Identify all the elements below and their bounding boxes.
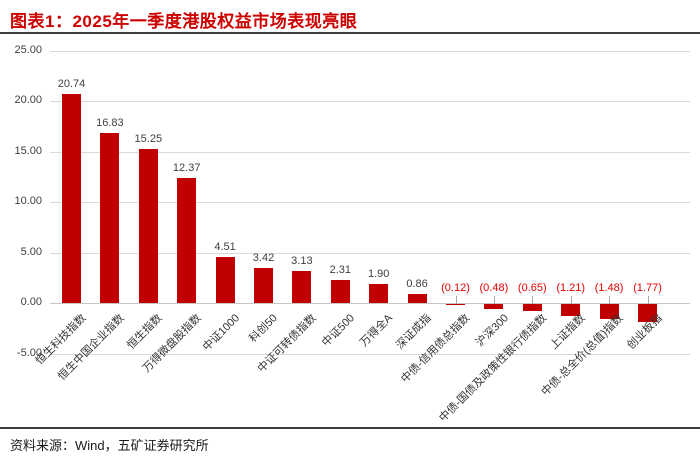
data-label: 12.37 xyxy=(172,162,201,175)
x-axis-category-label: 中证500 xyxy=(319,312,357,350)
y-axis-tick-label: 25.00 xyxy=(14,43,42,56)
gridline xyxy=(50,252,690,254)
data-label: 4.51 xyxy=(214,241,236,254)
zero-gridline xyxy=(50,303,690,304)
data-label: 20.74 xyxy=(57,77,86,90)
data-label-negative: (0.65) xyxy=(517,282,547,294)
bar-3 xyxy=(138,148,158,303)
bar-12 xyxy=(484,304,504,309)
bar-10 xyxy=(407,294,427,303)
gridline xyxy=(50,353,690,355)
data-label: 3.42 xyxy=(252,252,275,265)
y-axis-tick-label: -5.00 xyxy=(16,346,42,359)
bar-7 xyxy=(292,271,312,303)
x-axis-category-label: 中证1000 xyxy=(200,312,242,354)
negative-label-leader-line xyxy=(455,296,457,305)
footer-divider xyxy=(0,427,700,429)
data-label-negative: (0.48) xyxy=(479,282,509,294)
bar-4 xyxy=(177,178,197,303)
bar-16 xyxy=(638,304,657,322)
x-axis-category-label: 恒生中国企业指数 xyxy=(55,312,127,383)
data-label-negative: (1.21) xyxy=(556,282,586,294)
y-axis-tick-label: 5.00 xyxy=(20,245,42,258)
data-label: 2.31 xyxy=(329,263,351,276)
data-label: 16.83 xyxy=(96,117,124,130)
negative-label-leader-line xyxy=(493,296,495,308)
data-label: 0.86 xyxy=(406,278,428,291)
bar-13 xyxy=(522,304,542,311)
bar-11 xyxy=(446,304,465,306)
gridline xyxy=(50,50,690,52)
data-label-negative: (1.48) xyxy=(594,282,624,294)
bar-1 xyxy=(62,93,81,303)
gridline xyxy=(50,101,690,102)
bar-6 xyxy=(254,268,273,303)
negative-label-leader-line xyxy=(532,296,534,310)
data-label: 15.25 xyxy=(134,132,163,145)
data-label: 3.13 xyxy=(291,255,313,268)
bar-15 xyxy=(599,304,619,319)
data-label-negative: (0.12) xyxy=(441,282,470,294)
gridline xyxy=(50,151,690,153)
data-label: 1.90 xyxy=(367,267,390,280)
source-note: 资料来源：Wind，五矿证券研究所 xyxy=(10,438,209,453)
data-label-negative: (1.77) xyxy=(633,282,662,294)
bar-9 xyxy=(369,283,389,303)
bar-5 xyxy=(215,257,235,303)
y-axis-tick-label: 15.00 xyxy=(14,144,42,157)
x-axis-category-label: 万得全A xyxy=(358,312,396,350)
y-axis-tick-label: 0.00 xyxy=(20,296,42,308)
figure-title: 图表1：2025年一季度港股权益市场表现亮眼 xyxy=(10,12,358,31)
bar-8 xyxy=(330,279,350,303)
y-axis-tick-label: 20.00 xyxy=(14,94,42,106)
gridline xyxy=(50,202,690,203)
x-axis-category-label: 科创50 xyxy=(247,312,281,345)
bar-14 xyxy=(561,304,581,317)
title-divider xyxy=(0,32,700,34)
bar-2 xyxy=(100,133,120,303)
x-axis-category-label: 中债-信用债总指数 xyxy=(398,312,473,386)
y-axis-tick-label: 10.00 xyxy=(14,195,42,207)
